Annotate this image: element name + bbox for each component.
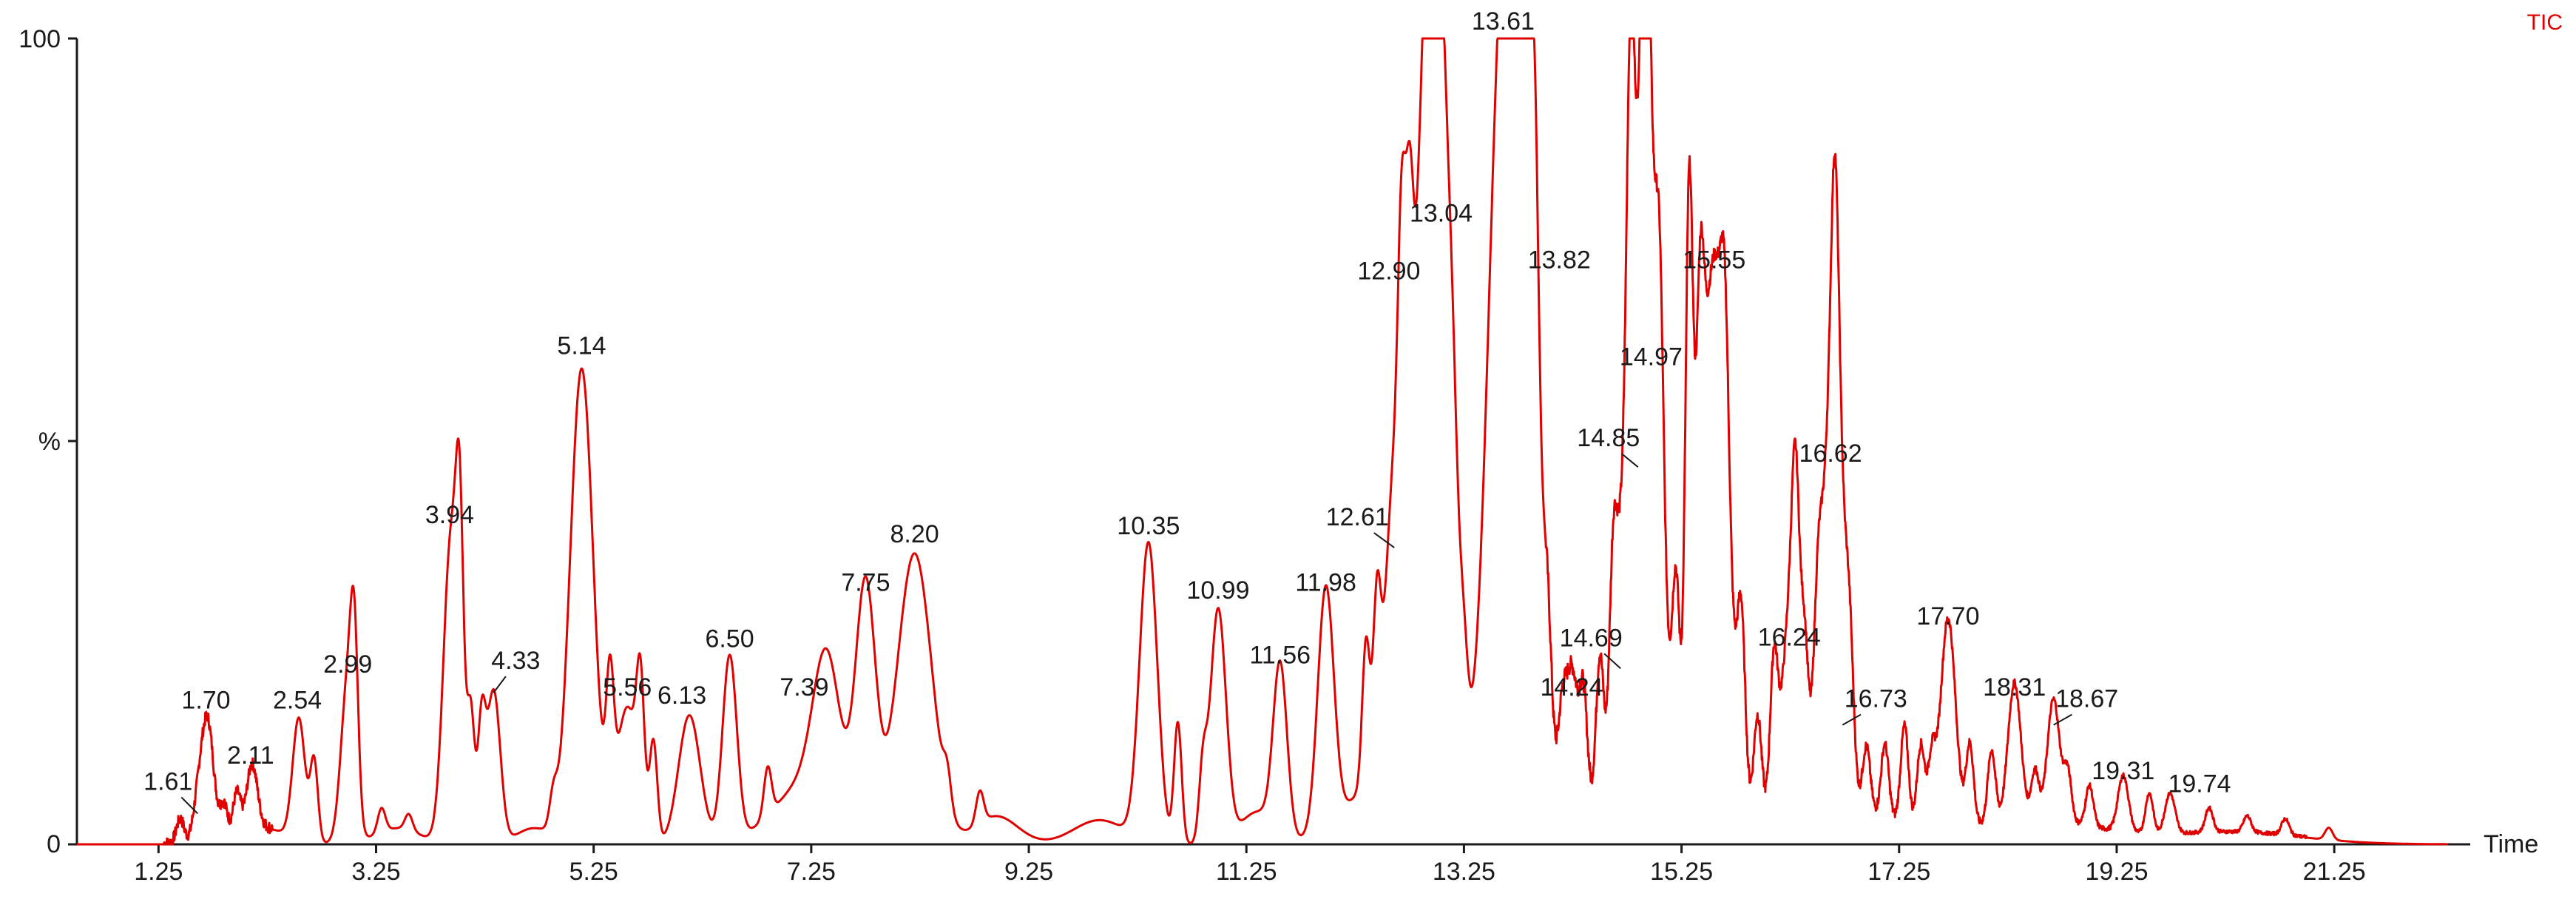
peak-label-leader bbox=[1842, 713, 1862, 726]
x-axis-label: Time bbox=[2484, 830, 2538, 858]
peak-label: 7.39 bbox=[780, 673, 828, 702]
peak-label: 6.13 bbox=[657, 682, 706, 710]
peak-label: 1.70 bbox=[181, 687, 230, 715]
peak-label: 16.62 bbox=[1799, 440, 1862, 468]
peak-label: 17.70 bbox=[1916, 602, 1979, 630]
y-tick-label-100: 100 bbox=[18, 25, 61, 53]
peak-label: 3.94 bbox=[425, 501, 474, 529]
peak-label: 15.55 bbox=[1683, 246, 1745, 275]
peak-label: 5.14 bbox=[557, 332, 606, 360]
x-tick-label: 13.25 bbox=[1433, 858, 1495, 886]
peak-label: 2.54 bbox=[273, 687, 322, 715]
x-tick-label: 21.25 bbox=[2303, 858, 2366, 886]
x-tick-label: 19.25 bbox=[2085, 858, 2148, 886]
peak-label: 16.73 bbox=[1845, 685, 1907, 713]
trace-label: TIC bbox=[2527, 10, 2563, 35]
peak-label: 13.61 bbox=[1472, 7, 1535, 36]
x-tick-label: 15.25 bbox=[1650, 858, 1713, 886]
peak-label: 2.99 bbox=[323, 650, 372, 679]
peak-label-leader bbox=[493, 676, 507, 693]
y-tick-label-0: 0 bbox=[47, 830, 61, 858]
y-axis-label: % bbox=[38, 428, 61, 456]
x-tick-label: 5.25 bbox=[569, 858, 618, 886]
peak-label: 14.69 bbox=[1560, 624, 1623, 652]
peak-label: 10.35 bbox=[1117, 512, 1180, 540]
peak-label: 11.56 bbox=[1250, 641, 1311, 669]
peak-label: 8.20 bbox=[890, 520, 939, 548]
peak-label: 1.61 bbox=[143, 767, 192, 795]
peak-label: 7.75 bbox=[841, 568, 890, 596]
peak-label: 5.56 bbox=[603, 673, 652, 702]
peak-label: 14.97 bbox=[1620, 343, 1683, 371]
peak-label: 19.31 bbox=[2092, 757, 2154, 785]
peak-label-leader bbox=[2053, 713, 2072, 726]
x-tick-label: 9.25 bbox=[1004, 858, 1053, 886]
axes: 100 % 0 Time TIC bbox=[18, 10, 2563, 858]
peak-label: 2.11 bbox=[227, 741, 274, 770]
peak-label-leader bbox=[1621, 453, 1639, 468]
x-tick-label: 11.25 bbox=[1216, 858, 1277, 886]
peak-label: 13.82 bbox=[1528, 246, 1591, 275]
peak-label: 14.85 bbox=[1577, 424, 1640, 452]
peak-labels: 1.61 1.70 2.11 2.542.99 3.94 4.33 5.14 5.56 6.13… bbox=[143, 7, 2231, 815]
peak-label: 10.99 bbox=[1186, 576, 1249, 605]
peak-label: 6.50 bbox=[705, 625, 754, 653]
peak-label-leader bbox=[1373, 532, 1395, 548]
tic-trace bbox=[76, 37, 2449, 846]
peak-label: 12.61 bbox=[1326, 503, 1389, 531]
x-ticks: 1.25 3.25 5.25 7.25 9.25 11.25 13.25 15.25 17.25… bbox=[134, 844, 2366, 886]
peak-label: 13.04 bbox=[1410, 199, 1473, 227]
peak-label: 16.24 bbox=[1758, 624, 1821, 652]
x-tick-label: 17.25 bbox=[1867, 858, 1930, 886]
x-tick-label: 1.25 bbox=[134, 858, 183, 886]
peak-label: 14.24 bbox=[1540, 673, 1603, 702]
peak-label: 11.98 bbox=[1295, 568, 1356, 596]
peak-label: 4.33 bbox=[491, 647, 540, 675]
peak-label-leader bbox=[1603, 653, 1621, 670]
peak-label: 18.31 bbox=[1983, 673, 2046, 702]
peak-label: 19.74 bbox=[2168, 770, 2231, 798]
x-tick-label: 7.25 bbox=[787, 858, 836, 886]
peak-label: 18.67 bbox=[2055, 685, 2118, 713]
peak-label-leader bbox=[180, 796, 198, 815]
x-tick-label: 3.25 bbox=[351, 858, 400, 886]
peak-label: 12.90 bbox=[1357, 258, 1420, 286]
